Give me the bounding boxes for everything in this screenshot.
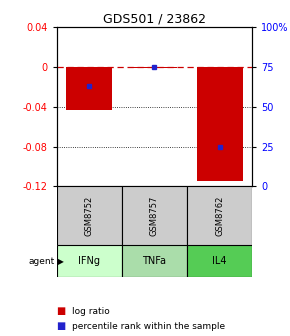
Bar [187,186,252,245]
Text: percentile rank within the sample: percentile rank within the sample [72,322,226,331]
Bar [132,67,177,68]
Bar [57,186,122,245]
Bar [197,67,242,181]
Text: GSM8752: GSM8752 [85,196,94,236]
Bar [122,186,187,245]
Bar [66,67,112,110]
Text: GSM8762: GSM8762 [215,196,224,236]
Text: agent: agent [29,257,55,266]
Title: GDS501 / 23862: GDS501 / 23862 [103,13,206,26]
Text: ▶: ▶ [58,257,64,266]
Text: ■: ■ [57,321,66,331]
Text: IFNg: IFNg [78,256,100,266]
Bar [122,245,187,277]
Text: GSM8757: GSM8757 [150,196,159,236]
Text: TNFa: TNFa [142,256,166,266]
Bar [187,245,252,277]
Text: ■: ■ [57,306,66,316]
Bar [57,245,122,277]
Text: IL4: IL4 [212,256,227,266]
Text: log ratio: log ratio [72,307,110,316]
